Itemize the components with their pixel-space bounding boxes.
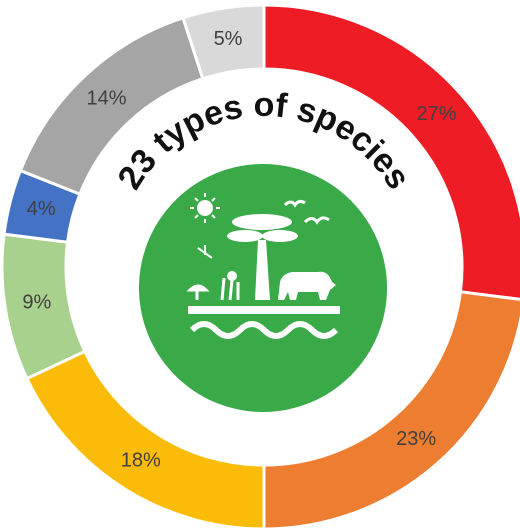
value-label: 18% bbox=[121, 449, 161, 471]
value-label: 9% bbox=[22, 291, 51, 313]
value-label: 5% bbox=[214, 28, 243, 50]
value-label: 4% bbox=[27, 198, 56, 220]
value-label: 14% bbox=[87, 88, 127, 110]
value-label: 23% bbox=[396, 428, 436, 450]
chart: 23 types of species 27%23%18%9%4%14%5% bbox=[0, 0, 520, 529]
center-icon bbox=[139, 164, 387, 412]
value-label: 27% bbox=[417, 103, 457, 125]
